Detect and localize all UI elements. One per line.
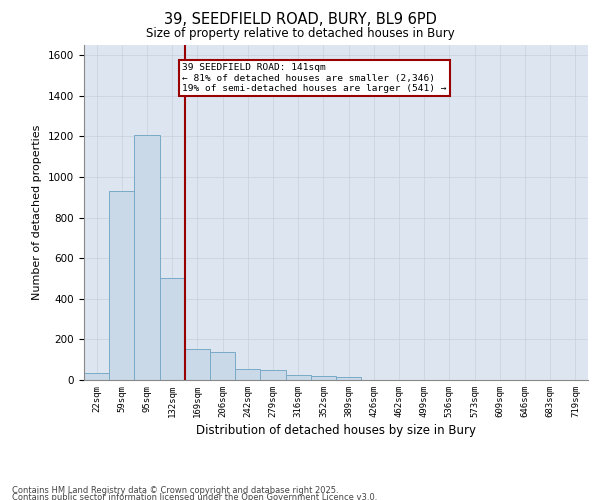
Bar <box>260 370 286 380</box>
Bar <box>134 136 160 380</box>
Bar <box>109 191 134 380</box>
Bar <box>160 278 185 380</box>
Bar <box>235 369 260 380</box>
Text: 39 SEEDFIELD ROAD: 141sqm
← 81% of detached houses are smaller (2,346)
19% of se: 39 SEEDFIELD ROAD: 141sqm ← 81% of detac… <box>182 64 447 93</box>
Bar <box>84 373 109 380</box>
Y-axis label: Number of detached properties: Number of detached properties <box>32 125 43 300</box>
Text: Contains HM Land Registry data © Crown copyright and database right 2025.: Contains HM Land Registry data © Crown c… <box>12 486 338 495</box>
Bar <box>286 375 311 380</box>
Bar <box>336 377 361 380</box>
Text: Size of property relative to detached houses in Bury: Size of property relative to detached ho… <box>146 28 454 40</box>
X-axis label: Distribution of detached houses by size in Bury: Distribution of detached houses by size … <box>196 424 476 437</box>
Text: 39, SEEDFIELD ROAD, BURY, BL9 6PD: 39, SEEDFIELD ROAD, BURY, BL9 6PD <box>164 12 436 28</box>
Bar <box>185 348 210 380</box>
Bar <box>210 352 235 380</box>
Text: Contains public sector information licensed under the Open Government Licence v3: Contains public sector information licen… <box>12 494 377 500</box>
Bar <box>311 376 336 380</box>
